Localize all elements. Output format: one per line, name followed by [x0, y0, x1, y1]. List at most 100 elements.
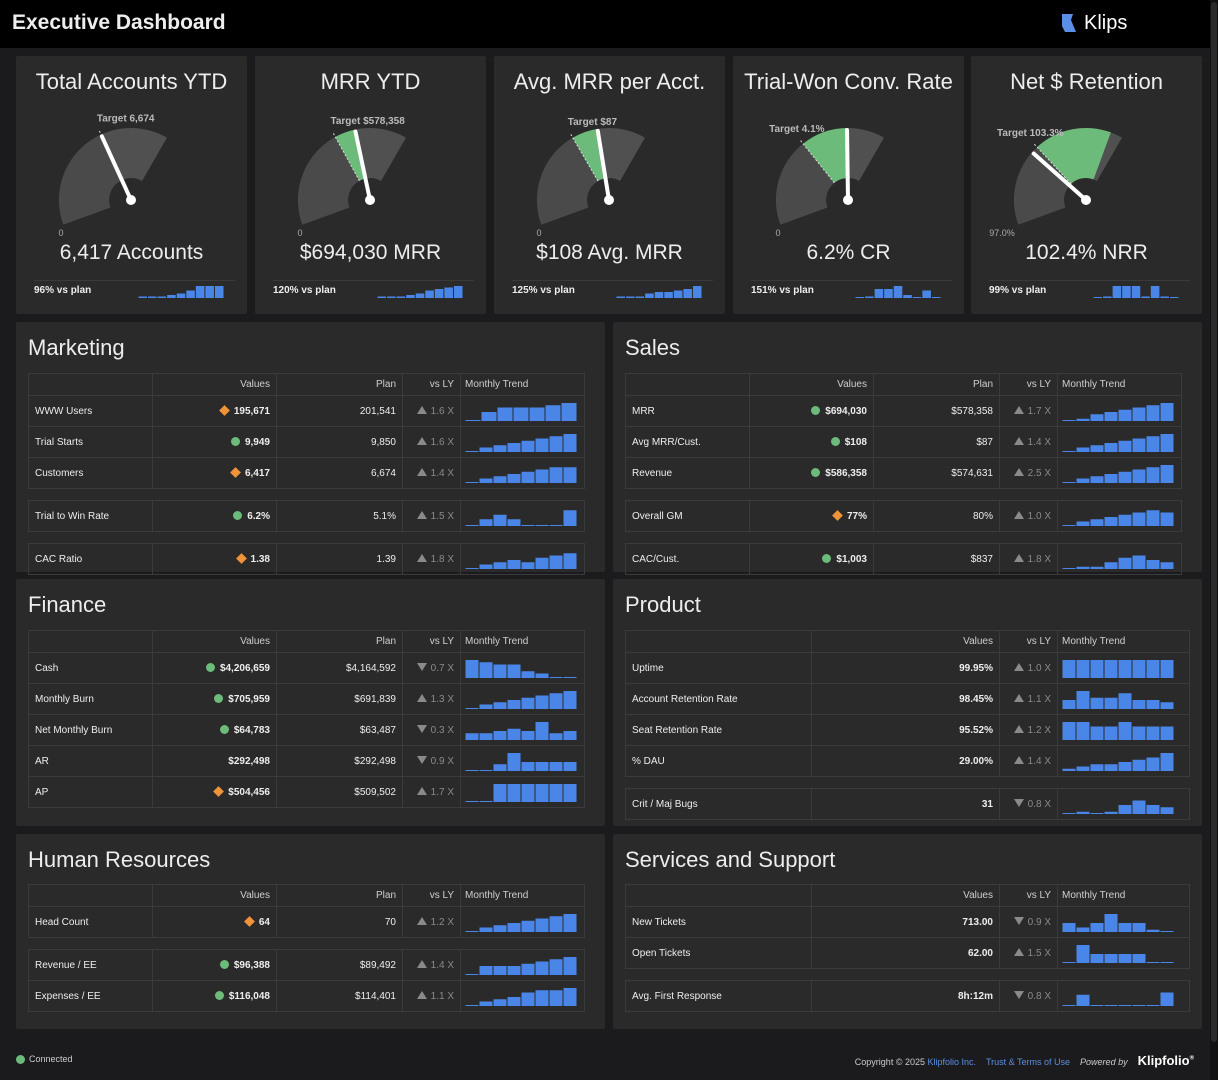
panel-title: Finance — [28, 592, 107, 617]
spark-bar — [903, 295, 912, 298]
row-separator — [625, 531, 1182, 544]
row-trend — [1057, 543, 1182, 575]
trend-bar — [535, 961, 549, 975]
connection-status: Connected — [29, 1054, 73, 1064]
trend-bar — [1118, 557, 1132, 569]
trend-bar — [507, 923, 521, 932]
triangle-down-icon — [1013, 990, 1024, 999]
table-row[interactable]: Monthly Burn $705,959 $691,839 1.3 X — [28, 683, 585, 715]
table-row[interactable]: AR $292,498 $292,498 0.9 X — [28, 745, 585, 777]
klipfolio-logo[interactable]: Klipfolio® — [1138, 1053, 1194, 1068]
table-row[interactable]: Account Retention Rate 98.45% 1.1 X — [625, 683, 1190, 715]
row-trend — [460, 500, 585, 532]
table-row[interactable]: Expenses / EE $116,048 $114,401 1.1 X — [28, 980, 585, 1012]
header-cell: Monthly Trend — [1057, 373, 1182, 396]
triangle-up-icon — [416, 916, 427, 925]
trend-bar — [1104, 443, 1118, 452]
table-row[interactable]: Avg MRR/Cust. $108 $87 1.4 X — [625, 426, 1182, 458]
gauge-target-marker — [569, 132, 599, 182]
kpi-title: Total Accounts YTD — [35, 69, 228, 94]
row-trend — [1057, 500, 1182, 532]
trend-bar — [549, 693, 563, 709]
row-label: New Tickets — [625, 906, 812, 938]
row-vs-ly: 0.8 X — [999, 980, 1058, 1012]
trend-bar — [521, 471, 535, 483]
row-trend — [1057, 714, 1190, 746]
monthly-trend-chart — [465, 510, 577, 526]
table-row[interactable]: Seat Retention Rate 95.52% 1.2 X — [625, 714, 1190, 746]
value-text: $504,456 — [228, 786, 270, 798]
row-vs-ly: 1.4 X — [999, 426, 1058, 458]
spark-bar — [673, 290, 683, 298]
row-separator — [28, 488, 585, 501]
trend-bar — [521, 784, 535, 802]
status-dot-icon — [214, 693, 224, 703]
table-row[interactable]: Trial Starts 9,949 9,850 1.6 X — [28, 426, 585, 458]
table-row[interactable]: Uptime 99.95% 1.0 X — [625, 652, 1190, 684]
kpi-value: $694,030 MRR — [299, 241, 442, 264]
row-vs-ly: 1.4 X — [999, 745, 1058, 777]
trend-bar — [493, 999, 507, 1006]
trend-bar — [535, 438, 549, 452]
spark-bar — [1131, 286, 1141, 298]
vs-ly-text: 1.6 X — [430, 405, 454, 417]
trend-bar — [493, 764, 507, 771]
header-cell: Values — [811, 630, 1000, 653]
monthly-trend-chart — [1062, 434, 1174, 452]
trend-bar — [549, 733, 563, 740]
spark-bar — [874, 289, 884, 298]
row-trend — [1057, 457, 1182, 489]
row-vs-ly: 0.9 X — [999, 906, 1058, 938]
trend-bar — [1132, 800, 1146, 814]
trend-bar — [535, 722, 549, 740]
table-row[interactable]: CAC Ratio 1.38 1.39 1.8 X — [28, 543, 585, 575]
row-vs-ly: 0.7 X — [402, 652, 461, 684]
trend-bar — [479, 733, 493, 740]
row-vs-ly: 1.1 X — [402, 980, 461, 1012]
trend-bar — [479, 447, 493, 452]
spark-bar — [444, 287, 453, 298]
table-row[interactable]: AP $504,456 $509,502 1.7 X — [28, 776, 585, 808]
spark-bar — [157, 296, 167, 298]
brand-logo[interactable]: Klips — [1060, 12, 1127, 35]
gauge-min-label: 0 — [58, 228, 63, 238]
page-scrollbar[interactable] — [1210, 0, 1218, 1080]
status-diamond-icon — [235, 552, 247, 564]
table-row[interactable]: WWW Users 195,671 201,541 1.6 X — [28, 395, 585, 427]
table-row[interactable]: Head Count 64 70 1.2 X — [28, 906, 585, 938]
trend-bar — [1160, 931, 1174, 932]
table-row[interactable]: Customers 6,417 6,674 1.4 X — [28, 457, 585, 489]
terms-link[interactable]: Trust & Terms of Use — [986, 1057, 1071, 1067]
table-row[interactable]: Revenue / EE $96,388 $89,492 1.4 X — [28, 949, 585, 981]
table-row[interactable]: Cash $4,206,659 $4,164,592 0.7 X — [28, 652, 585, 684]
monthly-trend-chart — [465, 784, 577, 802]
triangle-up-icon — [416, 990, 427, 999]
status-diamond-icon — [832, 509, 843, 521]
trend-bar — [507, 700, 521, 709]
spark-bar — [884, 289, 893, 298]
triangle-down-icon — [1013, 798, 1024, 807]
table-row[interactable]: Avg. First Response 8h:12m 0.8 X — [625, 980, 1190, 1012]
vs-ly-text: 1.7 X — [1027, 405, 1051, 417]
copyright: Copyright © 2025 Klipfolio Inc. Trust & … — [855, 1053, 1194, 1068]
table-row[interactable]: CAC/Cust. $1,003 $837 1.8 X — [625, 543, 1182, 575]
gauge-target-label: Target $578,358 — [330, 116, 405, 127]
table-row[interactable]: Net Monthly Burn $64,783 $63,487 0.3 X — [28, 714, 585, 746]
table-row[interactable]: Overall GM 77% 80% 1.0 X — [625, 500, 1182, 532]
table-row[interactable]: % DAU 29.00% 1.4 X — [625, 745, 1190, 777]
scroll-thumb[interactable] — [1211, 2, 1217, 1042]
kpi-value: $108 Avg. MRR — [536, 241, 683, 264]
gauge-target-label: Target 4.1% — [769, 124, 824, 135]
table-row[interactable]: Crit / Maj Bugs 31 0.8 X — [625, 788, 1190, 820]
company-link[interactable]: Klipfolio Inc. — [927, 1057, 977, 1067]
trend-bar — [465, 660, 479, 678]
table-row[interactable]: Open Tickets 62.00 1.5 X — [625, 937, 1190, 969]
kpi-sparkline — [616, 286, 702, 298]
table-row[interactable]: New Tickets 713.00 0.9 X — [625, 906, 1190, 938]
table-row[interactable]: MRR $694,030 $578,358 1.7 X — [625, 395, 1182, 427]
gauge-needle-hub — [365, 195, 375, 205]
table-row[interactable]: Trial to Win Rate 6.2% 5.1% 1.5 X — [28, 500, 585, 532]
triangle-up-icon — [1013, 436, 1024, 445]
trend-bar — [1062, 451, 1076, 452]
table-row[interactable]: Revenue $586,358 $574,631 2.5 X — [625, 457, 1182, 489]
